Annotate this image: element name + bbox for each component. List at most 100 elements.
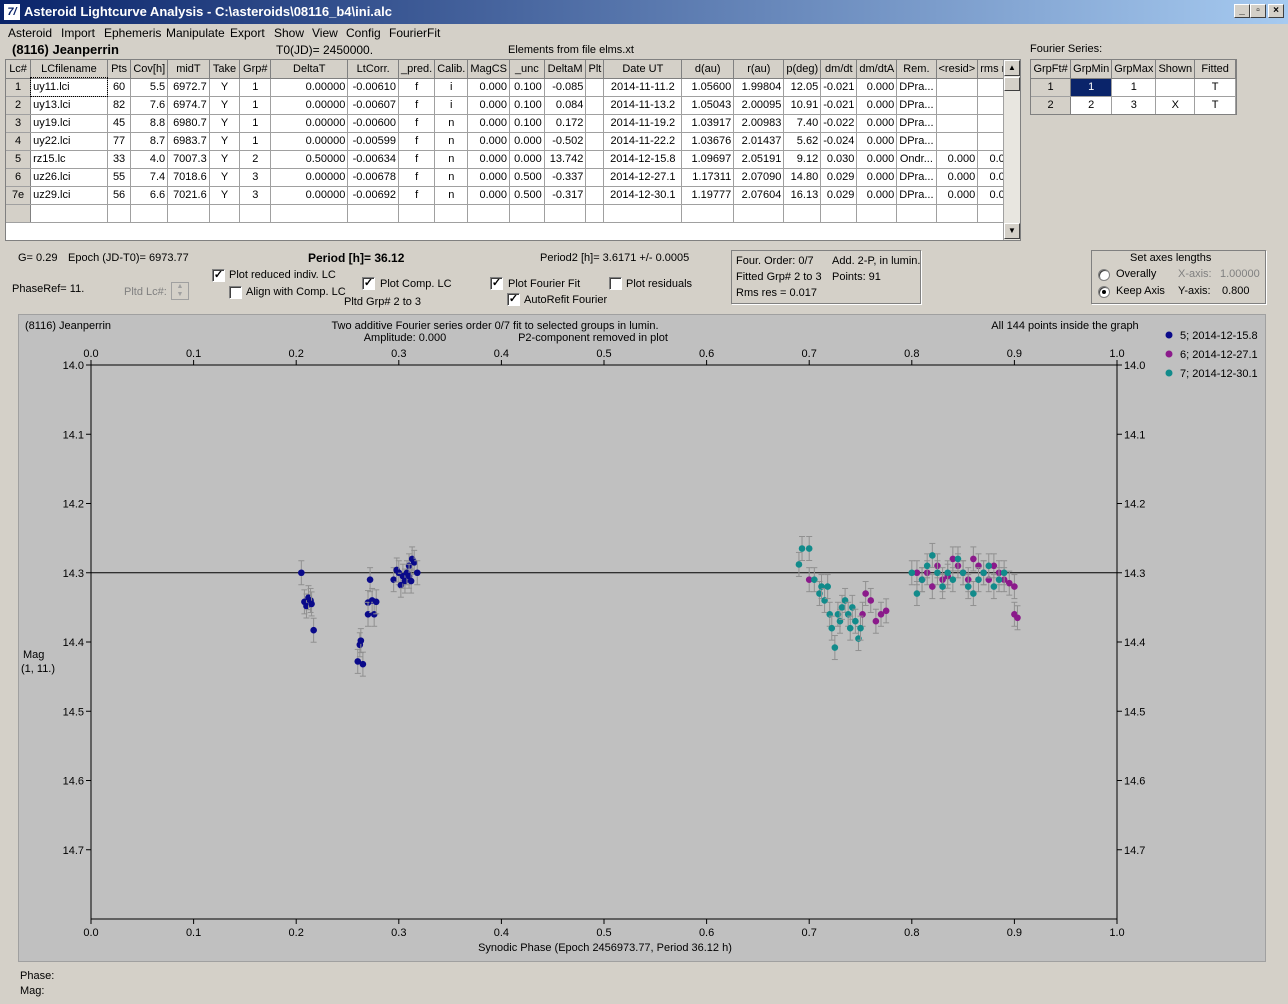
table-cell[interactable]	[936, 96, 979, 115]
table-cell[interactable]: 0.000	[856, 96, 898, 115]
table-cell[interactable]: 0.100	[509, 96, 545, 115]
table-cell[interactable]: 1	[1111, 78, 1157, 97]
table-cell[interactable]: 1.99804	[733, 78, 785, 97]
table-cell[interactable]: 2	[1070, 96, 1113, 114]
table-cell[interactable]: 0.000	[467, 186, 511, 205]
table-cell[interactable]: 2.05191	[733, 150, 785, 169]
table-cell[interactable]: 45	[107, 114, 132, 133]
table-cell[interactable]: f	[398, 150, 436, 169]
table-cell[interactable]: 0.084	[544, 96, 587, 115]
table-row[interactable]	[6, 204, 1020, 223]
table-cell[interactable]: 1	[239, 132, 272, 151]
table-cell[interactable]	[209, 204, 241, 223]
table-cell[interactable]: f	[398, 168, 436, 187]
table-cell[interactable]: -0.00610	[347, 78, 400, 97]
table-cell[interactable]: uy19.lci	[30, 114, 108, 133]
table-row[interactable]: 3 uy19.lci 45 8.8 6980.7 Y 1 0.00000 -0.00600 f n 0…	[6, 114, 1020, 133]
table-cell[interactable]	[936, 114, 979, 133]
table-cell[interactable]: 33	[107, 150, 132, 169]
lc-col-header[interactable]: Lc#	[6, 60, 32, 79]
table-cell[interactable]: 0.000	[467, 168, 511, 187]
table-cell[interactable]	[936, 78, 979, 97]
table-cell[interactable]: 0.000	[467, 114, 511, 133]
table-cell[interactable]	[585, 132, 605, 151]
table-cell[interactable]: 2014-11-22.2	[603, 132, 683, 151]
table-cell[interactable]	[783, 204, 822, 223]
table-cell[interactable]: -0.00607	[347, 96, 400, 115]
lc-col-header[interactable]: p(deg)	[783, 60, 822, 79]
table-cell[interactable]: -0.00692	[347, 186, 400, 205]
lc-col-header[interactable]: Date UT	[603, 60, 683, 79]
menu-export[interactable]: Export	[230, 26, 265, 40]
table-cell[interactable]: 2.00983	[733, 114, 785, 133]
table-cell[interactable]: 1.19777	[681, 186, 735, 205]
fourier-col-header[interactable]: Shown	[1155, 60, 1196, 79]
menu-asteroid[interactable]: Asteroid	[8, 26, 53, 40]
align-comp-checkbox[interactable]	[229, 286, 242, 299]
table-cell[interactable]: 6980.7	[167, 114, 210, 133]
table-row[interactable]: 7e uz29.lci 56 6.6 7021.6 Y 3 0.00000 -0.00692 f n…	[6, 186, 1020, 205]
scroll-down-icon[interactable]: ▼	[1004, 223, 1020, 239]
table-cell[interactable]: Y	[209, 96, 241, 115]
table-cell[interactable]: DPra...	[896, 132, 937, 151]
table-cell[interactable]	[509, 204, 545, 223]
row-header[interactable]: 2	[1031, 96, 1072, 114]
table-cell[interactable]: 16.13	[783, 186, 822, 205]
row-header[interactable]: 4	[6, 132, 32, 151]
lc-col-header[interactable]: DeltaT	[270, 60, 349, 79]
lc-col-header[interactable]: Take	[209, 60, 241, 79]
lc-col-header[interactable]: Rem.	[896, 60, 937, 79]
table-cell[interactable]: 0.172	[544, 114, 587, 133]
table-cell[interactable]: 0.000	[856, 132, 898, 151]
table-cell[interactable]: 0.000	[936, 150, 979, 169]
table-cell[interactable]: 3	[239, 168, 272, 187]
table-cell[interactable]: Y	[209, 150, 241, 169]
table-cell[interactable]: 1.09697	[681, 150, 735, 169]
table-cell[interactable]: 0.00000	[270, 78, 349, 97]
menu-import[interactable]: Import	[61, 26, 96, 40]
table-cell[interactable]: 13.742	[544, 150, 587, 169]
table-cell[interactable]: 0.00000	[270, 186, 349, 205]
table-cell[interactable]: 1	[239, 114, 272, 133]
table-cell[interactable]: 6974.7	[167, 96, 210, 115]
table-cell[interactable]	[585, 150, 605, 169]
table-cell[interactable]: 8.8	[130, 114, 169, 133]
table-cell[interactable]: 3	[1111, 96, 1157, 114]
table-cell[interactable]	[936, 204, 979, 223]
table-cell[interactable]: DPra...	[896, 168, 937, 187]
table-cell[interactable]: 0.000	[467, 150, 511, 169]
table-cell[interactable]	[896, 204, 937, 223]
table-cell[interactable]: rz15.lc	[30, 150, 108, 169]
table-cell[interactable]	[544, 204, 587, 223]
table-cell[interactable]: -0.00678	[347, 168, 400, 187]
table-cell[interactable]	[585, 78, 605, 97]
table-cell[interactable]: 3	[239, 186, 272, 205]
lc-col-header[interactable]: dm/dt	[820, 60, 858, 79]
table-cell[interactable]: 0.000	[467, 96, 511, 115]
table-cell[interactable]	[347, 204, 400, 223]
row-header[interactable]: 2	[6, 96, 32, 115]
lc-col-header[interactable]: d(au)	[681, 60, 735, 79]
table-cell[interactable]	[434, 204, 469, 223]
table-cell[interactable]: 2.07604	[733, 186, 785, 205]
table-cell[interactable]: -0.00600	[347, 114, 400, 133]
table-cell[interactable]: 82	[107, 96, 132, 115]
table-cell[interactable]	[585, 114, 605, 133]
table-cell[interactable]: 1.05043	[681, 96, 735, 115]
table-cell[interactable]: 0.500	[509, 168, 545, 187]
scroll-up-icon[interactable]: ▲	[1004, 60, 1020, 76]
table-cell[interactable]: 7.6	[130, 96, 169, 115]
table-cell[interactable]: 1	[1070, 78, 1113, 97]
table-cell[interactable]: -0.502	[544, 132, 587, 151]
table-cell[interactable]: Ondr...	[896, 150, 937, 169]
plot-reduced-checkbox[interactable]: ✓	[212, 269, 225, 282]
table-cell[interactable]: T	[1194, 78, 1236, 97]
lc-col-header[interactable]: LtCorr.	[347, 60, 400, 79]
table-cell[interactable]: uz26.lci	[30, 168, 108, 187]
table-cell[interactable]: 0.029	[820, 168, 858, 187]
table-cell[interactable]: 2014-11-19.2	[603, 114, 683, 133]
table-cell[interactable]: n	[434, 186, 469, 205]
table-cell[interactable]	[733, 204, 785, 223]
table-row[interactable]: 1 uy11.lci 60 5.5 6972.7 Y 1 0.00000 -0.00610 f i 0…	[6, 77, 1020, 97]
